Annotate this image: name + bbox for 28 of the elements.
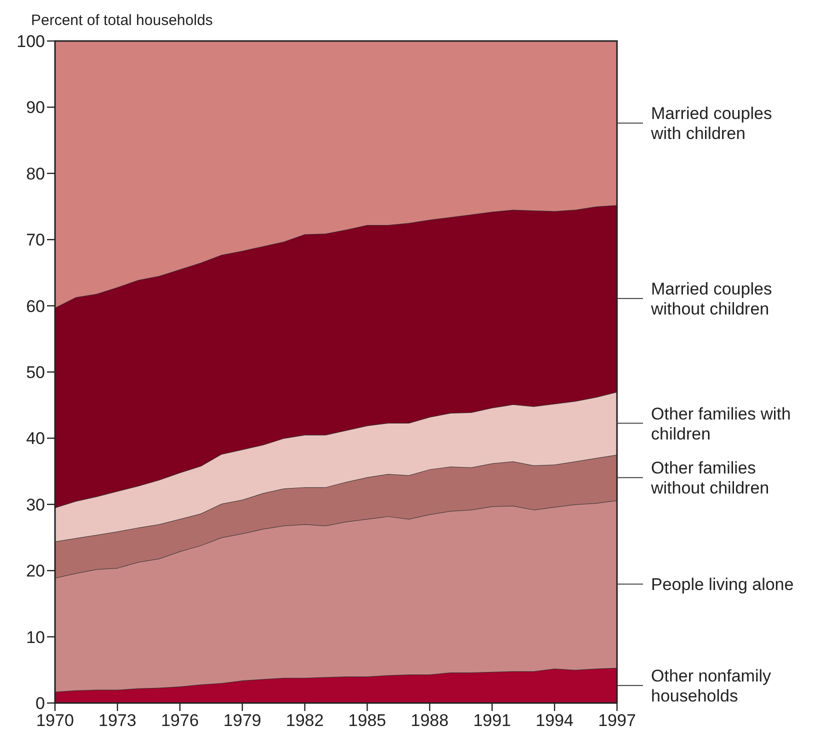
y-tick-label: 80 [26, 164, 45, 184]
y-tick-label: 70 [26, 230, 45, 250]
y-axis-title: Percent of total households [31, 12, 213, 29]
x-tick-label: 1985 [348, 711, 386, 730]
y-tick-label: 100 [16, 32, 45, 51]
x-tick-label: 1973 [98, 711, 136, 730]
x-tick-label: 1976 [160, 711, 199, 730]
series-label: Other families without children [650, 458, 770, 498]
y-tick-label: 90 [26, 98, 45, 118]
series-label: Married couples with children [650, 104, 772, 144]
series-label: Other nonfamily households [651, 666, 772, 706]
series-label: People living alone [651, 575, 794, 594]
series-label: Married couples without children [650, 279, 772, 318]
y-tick-label: 50 [26, 362, 45, 382]
y-tick-label: 40 [26, 429, 45, 448]
x-tick-label: 1988 [410, 711, 449, 730]
x-tick-label: 1994 [536, 711, 574, 730]
y-tick-label: 60 [26, 296, 45, 316]
y-tick-label: 10 [26, 628, 45, 647]
x-tick-label: 1979 [223, 711, 262, 730]
x-tick-label: 1982 [286, 711, 324, 730]
y-tick-label: 0 [36, 694, 45, 713]
series-label: Other families with children [651, 404, 791, 444]
x-tick-label: 1997 [598, 711, 636, 730]
y-tick-label: 30 [26, 495, 45, 514]
y-tick-label: 20 [26, 562, 45, 581]
x-tick-label: 1991 [473, 711, 512, 730]
x-tick-label: 1970 [36, 711, 74, 730]
